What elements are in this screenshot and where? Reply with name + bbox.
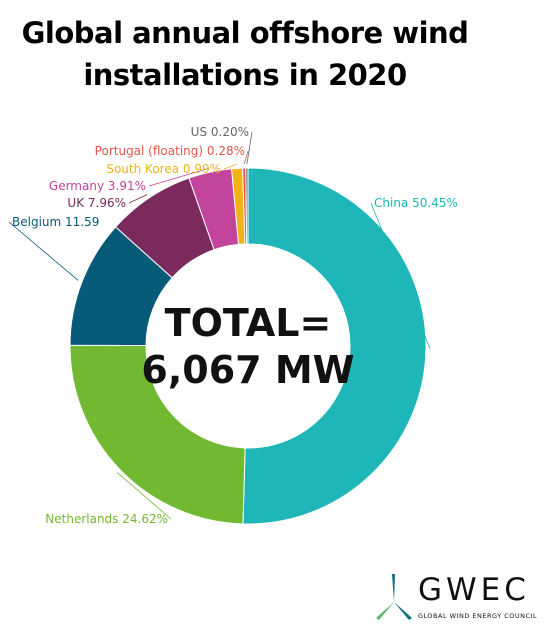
leader-line [223, 163, 237, 170]
slice-china [242, 167, 427, 525]
wind-turbine-icon [376, 574, 412, 620]
leader-line [243, 150, 249, 165]
slice-label: Belgium 11.59 [12, 215, 99, 229]
slice-label: Germany 3.91% [49, 179, 146, 193]
gwec-logo: GWEC GLOBAL WIND ENERGY COUNCIL [372, 568, 552, 623]
logo-blade-top [392, 574, 395, 602]
slice-label: Portugal (floating) 0.28% [95, 144, 245, 158]
chart-title: Global annual offshore wind installation… [0, 12, 490, 96]
leader-line [148, 167, 210, 187]
total-value: 6,067 MW [141, 348, 354, 392]
slice-us [245, 167, 249, 245]
logo-blade-right [394, 602, 412, 620]
leader-line [246, 131, 253, 165]
donut-slices [69, 167, 427, 525]
chart-title-line-1: Global annual offshore wind [21, 16, 469, 50]
slice-label: US 0.20% [191, 125, 249, 139]
slice-label: UK 7.96% [67, 196, 126, 210]
leader-line [128, 194, 148, 204]
leader-line [116, 472, 172, 520]
slice-labels: China 50.45% Netherlands 24.62% Belgium 11… [12, 125, 458, 526]
logo-subtitle: GLOBAL WIND ENERGY COUNCIL [418, 612, 538, 620]
chart-title-line-2: installations in 2020 [83, 58, 407, 92]
slice-label: South Korea 0.99% [106, 162, 221, 176]
leader-line [8, 221, 79, 281]
leader-line [370, 202, 431, 349]
slice-label: China 50.45% [374, 196, 458, 210]
logo-wordmark: GWEC [418, 572, 530, 608]
slice-label: Netherlands 24.62% [45, 512, 168, 526]
logo-blade-left [376, 602, 394, 620]
total-label: TOTAL= [165, 301, 332, 345]
leader-lines [8, 131, 431, 520]
slice-netherlands [69, 344, 246, 525]
